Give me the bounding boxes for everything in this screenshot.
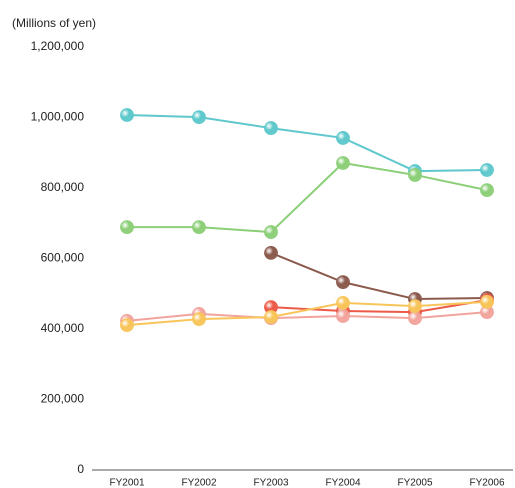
point — [408, 299, 422, 313]
point — [336, 296, 350, 310]
y-tick-label: 800,000 — [41, 180, 85, 194]
series-line — [126, 311, 488, 322]
point — [480, 183, 494, 198]
x-tick-label: FY2004 — [325, 478, 360, 488]
y-tick-label: 400,000 — [41, 321, 85, 335]
point — [336, 131, 350, 145]
series-line — [127, 161, 488, 234]
point — [408, 311, 422, 325]
x-tick-label: FY2003 — [253, 478, 288, 488]
y-axis-title: (Millions of yen) — [12, 16, 96, 30]
point — [480, 294, 494, 309]
point — [264, 245, 278, 260]
point — [336, 156, 350, 170]
point — [120, 108, 134, 122]
point — [264, 310, 278, 324]
point — [264, 121, 278, 135]
x-tick-label: FY2001 — [109, 478, 144, 488]
point — [120, 318, 134, 333]
point — [192, 220, 206, 235]
y-tick-label: 1,000,000 — [31, 110, 85, 124]
series-line — [126, 114, 488, 173]
x-tick-label: FY2002 — [181, 478, 216, 488]
point — [336, 309, 350, 323]
series-line — [126, 300, 488, 327]
point — [120, 220, 134, 235]
x-tick-label: FY2005 — [397, 478, 432, 488]
y-tick-label: 0 — [77, 462, 84, 476]
x-tick-label: FY2006 — [469, 478, 504, 488]
point — [264, 225, 278, 239]
point — [192, 110, 206, 125]
y-tick-label: 1,200,000 — [31, 39, 85, 53]
series-line — [270, 251, 488, 301]
point — [480, 163, 494, 177]
y-tick-label: 600,000 — [41, 251, 85, 265]
point — [336, 275, 350, 290]
point — [408, 168, 422, 182]
point — [192, 312, 206, 327]
y-tick-label: 200,000 — [41, 392, 85, 406]
